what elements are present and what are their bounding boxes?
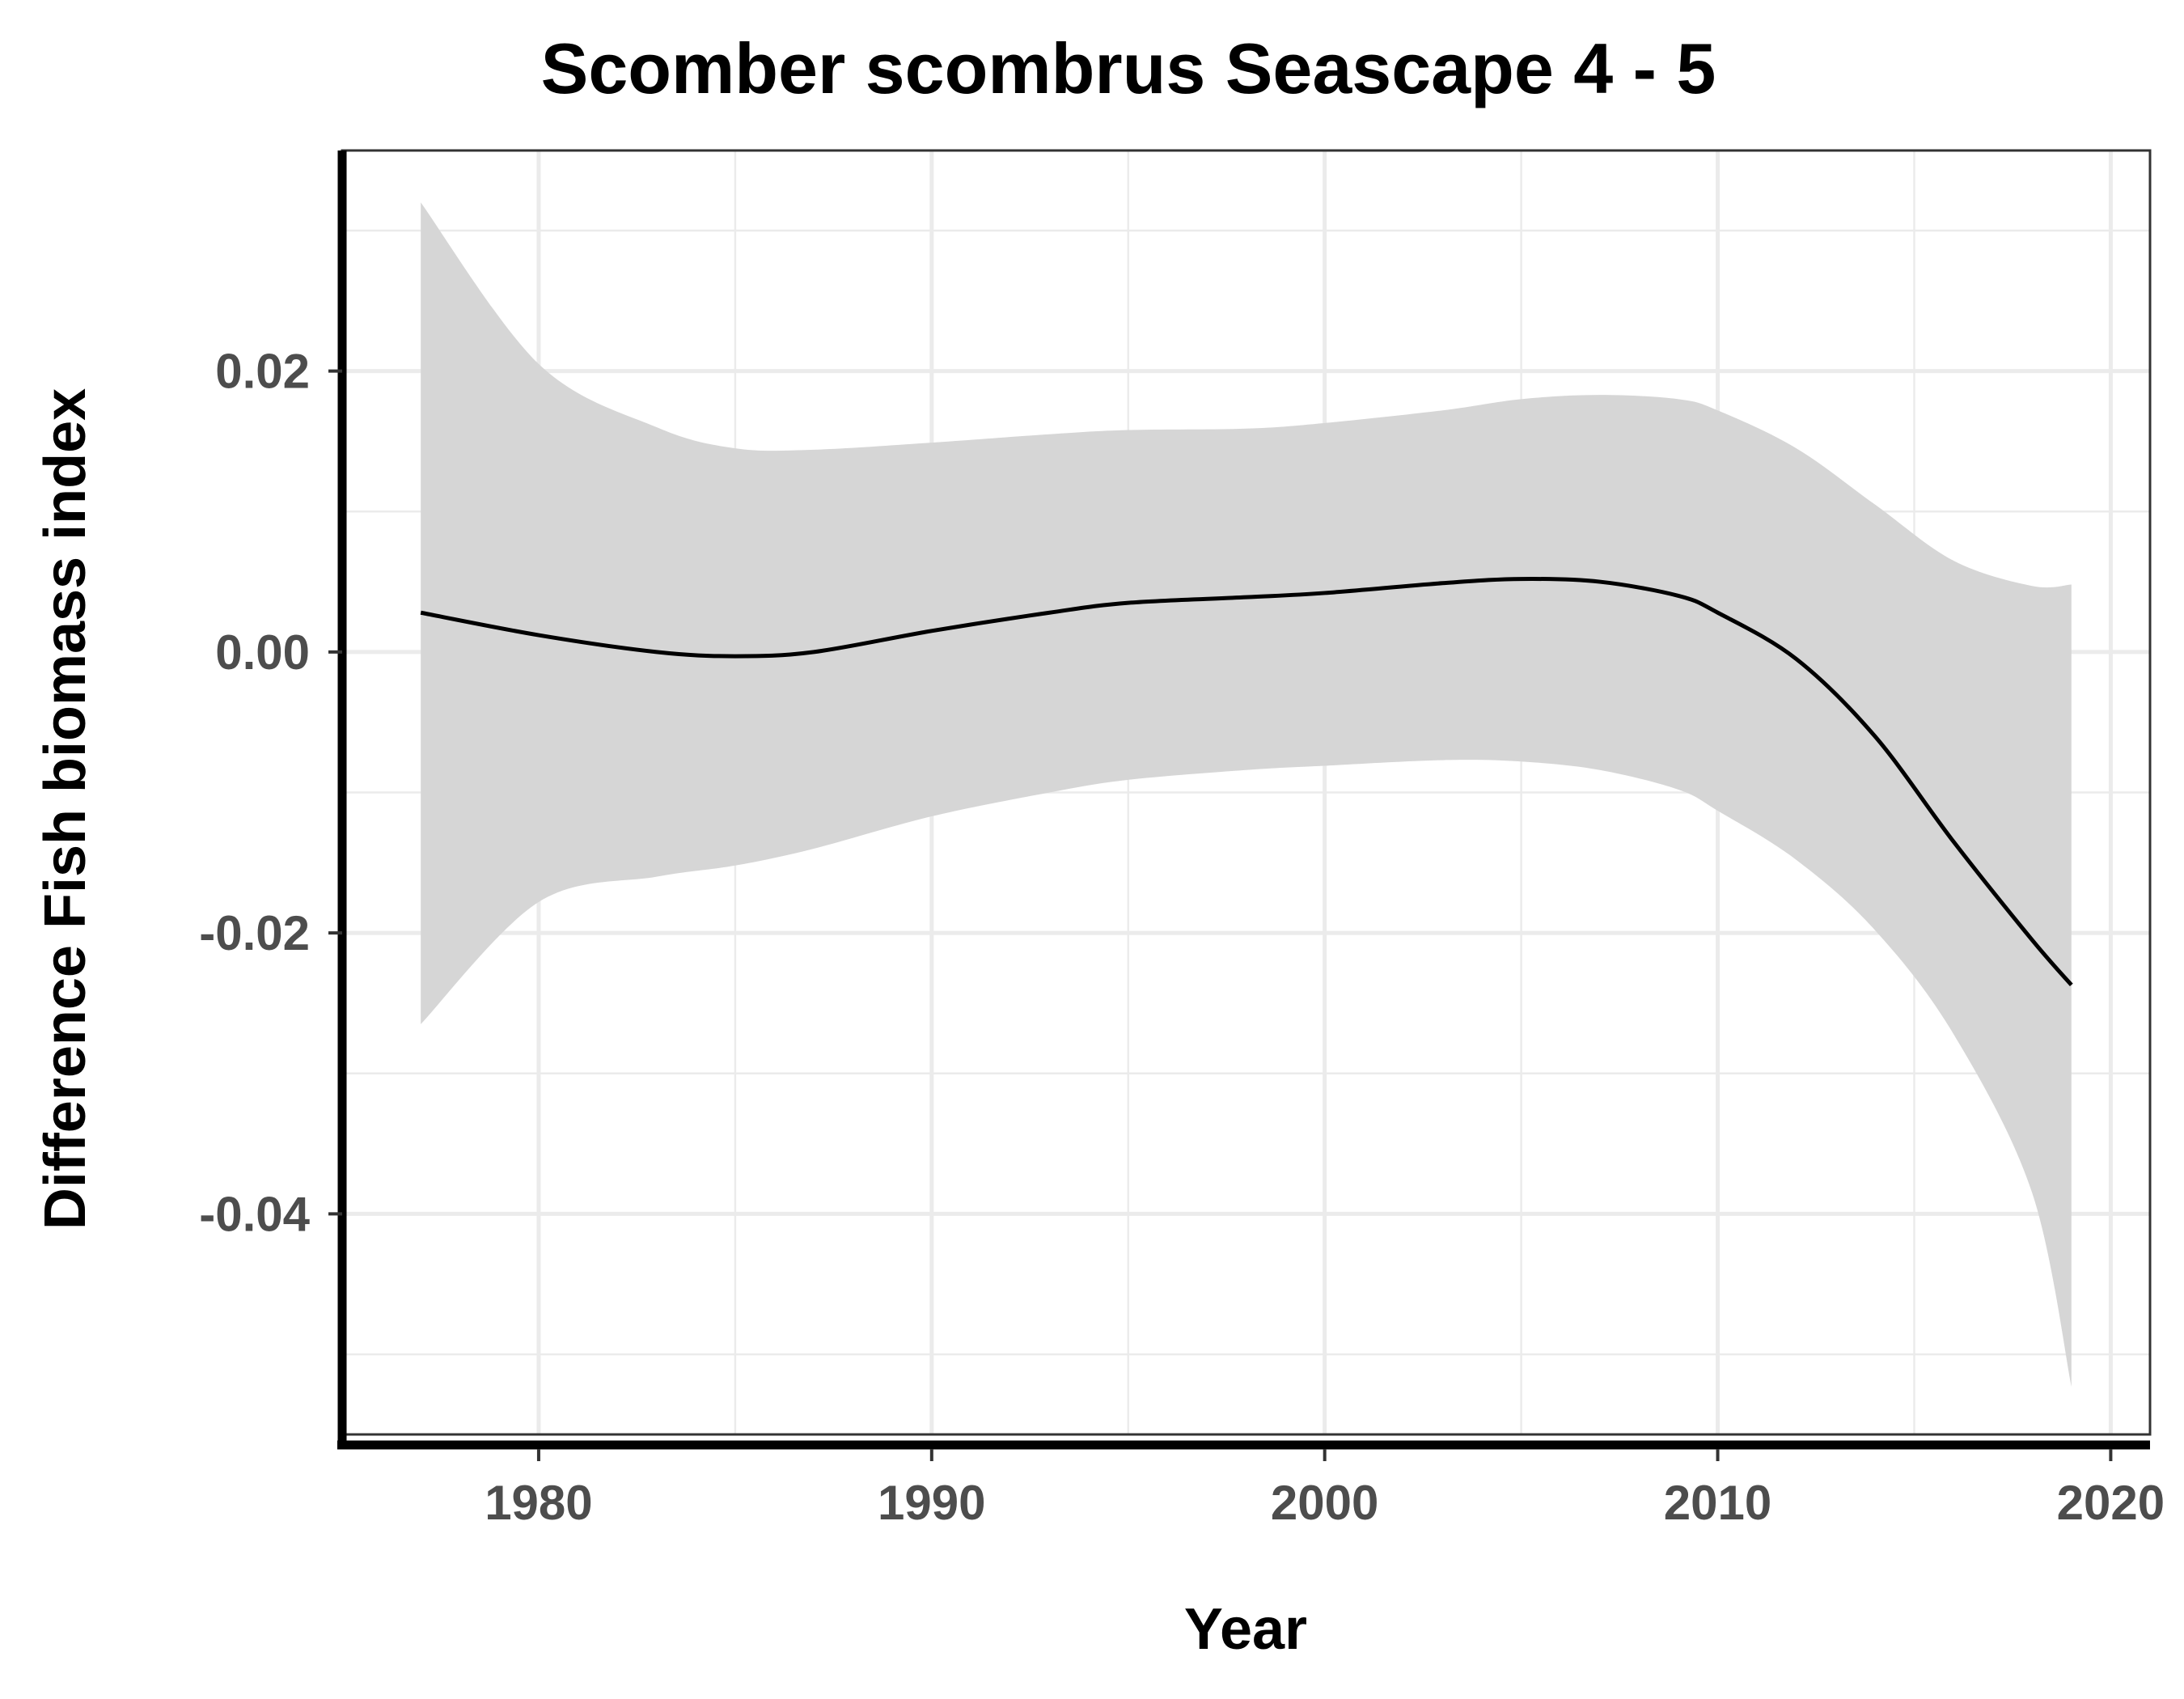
trend-line: [420, 576, 2073, 987]
y-tick-label: -0.02: [199, 906, 310, 960]
x-axis-ticks: 1980 1990 2000 2010 2020: [485, 1449, 2165, 1530]
x-tick-label: 2000: [1271, 1476, 1378, 1530]
confidence-band: [421, 202, 2072, 1387]
y-axis-title: Difference Fish biomass index: [33, 388, 98, 1230]
y-tick-label: 0.00: [215, 625, 310, 680]
y-tick-label: -0.04: [199, 1187, 310, 1241]
x-tick-label: 1990: [878, 1476, 985, 1530]
x-tick-label: 2020: [2057, 1476, 2165, 1530]
y-axis-ticks: -0.04 -0.02 0.00 0.02: [199, 345, 342, 1241]
y-tick-label: 0.02: [215, 345, 310, 399]
x-axis-title: Year: [1184, 1597, 1307, 1662]
x-tick-label: 1980: [485, 1476, 592, 1530]
chart-title: Scomber scombrus Seascape 4 - 5: [541, 28, 1716, 108]
x-tick-label: 2010: [1664, 1476, 1771, 1530]
